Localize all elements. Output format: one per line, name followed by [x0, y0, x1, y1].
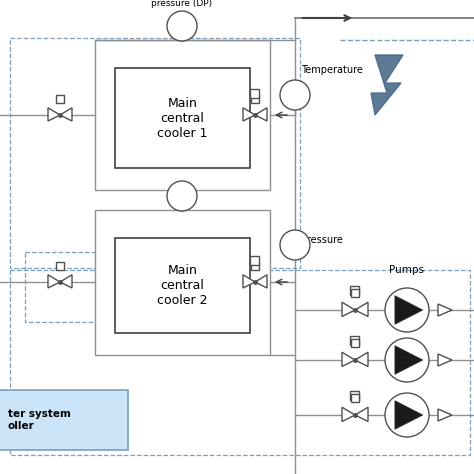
Polygon shape — [48, 108, 60, 121]
Bar — [350, 391, 359, 400]
Bar — [350, 336, 359, 345]
Bar — [251, 262, 259, 270]
Bar — [351, 339, 359, 347]
Text: Main
central
cooler 2: Main central cooler 2 — [157, 264, 208, 307]
Text: Differential
pressure (DP): Differential pressure (DP) — [151, 0, 212, 8]
Polygon shape — [255, 108, 267, 121]
Circle shape — [167, 11, 197, 41]
Polygon shape — [48, 275, 60, 288]
Polygon shape — [438, 354, 452, 366]
Text: Temperature: Temperature — [301, 65, 363, 75]
Bar — [115, 68, 250, 168]
Bar — [56, 262, 64, 270]
Circle shape — [280, 230, 310, 260]
Bar — [115, 238, 250, 333]
Bar — [95, 210, 270, 355]
Polygon shape — [243, 275, 255, 288]
Bar — [25, 252, 110, 322]
Polygon shape — [355, 352, 368, 366]
Bar — [250, 255, 259, 264]
Text: ter system
oller: ter system oller — [8, 409, 71, 431]
Polygon shape — [355, 407, 368, 421]
Bar — [0, 390, 128, 450]
Bar — [250, 89, 259, 98]
Circle shape — [385, 288, 429, 332]
Bar — [10, 270, 470, 455]
Polygon shape — [438, 409, 452, 421]
Polygon shape — [395, 296, 423, 324]
Polygon shape — [395, 401, 423, 429]
Polygon shape — [342, 302, 355, 317]
Polygon shape — [243, 108, 255, 121]
Bar — [10, 38, 300, 268]
Bar — [351, 289, 359, 297]
Circle shape — [280, 80, 310, 110]
Polygon shape — [60, 275, 72, 288]
Polygon shape — [342, 407, 355, 421]
Polygon shape — [438, 304, 452, 316]
Polygon shape — [355, 302, 368, 317]
Polygon shape — [371, 55, 403, 115]
Text: Pumps: Pumps — [390, 265, 425, 275]
Bar — [251, 95, 259, 103]
Circle shape — [385, 338, 429, 382]
Polygon shape — [255, 275, 267, 288]
Bar — [350, 285, 359, 294]
Circle shape — [385, 393, 429, 437]
Polygon shape — [395, 346, 423, 374]
Polygon shape — [342, 352, 355, 366]
Polygon shape — [60, 108, 72, 121]
Text: Main
central
cooler 1: Main central cooler 1 — [157, 97, 208, 139]
Circle shape — [167, 181, 197, 211]
Bar — [95, 40, 270, 190]
Text: Pressure: Pressure — [301, 235, 343, 245]
Bar — [351, 394, 359, 402]
Bar — [56, 95, 64, 103]
